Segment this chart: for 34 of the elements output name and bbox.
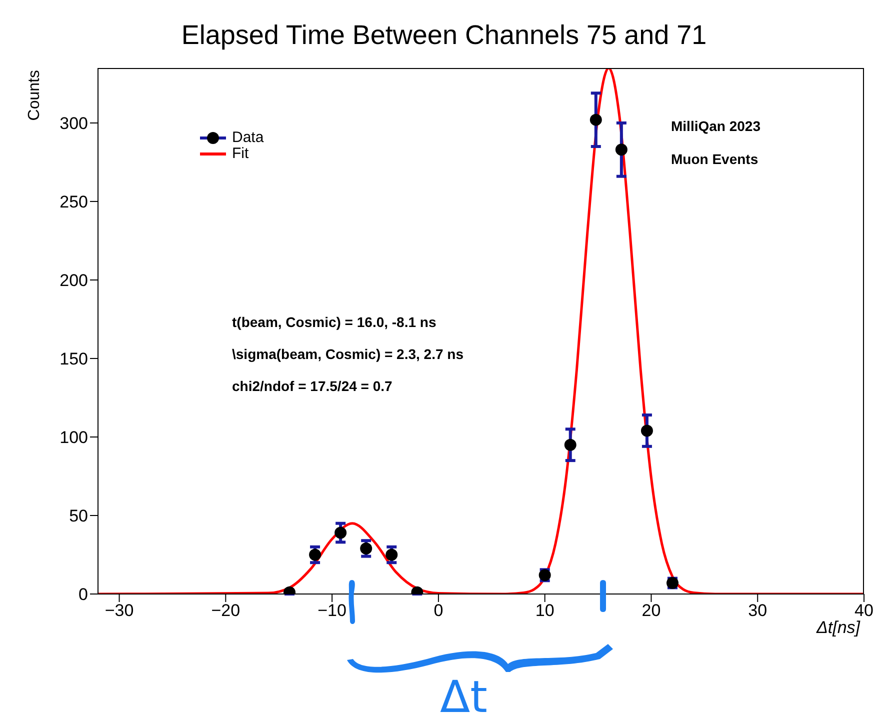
y-axis-title: Counts (26, 70, 44, 121)
x-tick-label: −20 (211, 601, 240, 620)
legend-label: Data (232, 129, 264, 146)
y-tick-label: 200 (60, 271, 88, 290)
x-tick-label: 40 (854, 601, 874, 620)
annotation: chi2/ndof = 17.5/24 = 0.7 (232, 378, 392, 394)
text: Δt (440, 672, 488, 723)
y-tick-label: 100 (60, 428, 88, 448)
y-tick-label: 0 (78, 585, 88, 604)
point (309, 548, 322, 561)
point (360, 542, 372, 554)
annotation: t(beam, Cosmic) = 16.0, -8.1 ns (232, 314, 436, 330)
point (615, 144, 628, 156)
point (386, 548, 398, 561)
legend-label: Fit (232, 145, 249, 162)
annotation: Muon Events (671, 151, 758, 167)
x-tick-label: 30 (748, 601, 768, 620)
y-tick-label: 50 (69, 506, 88, 526)
annotation: \sigma(beam, Cosmic) = 2.3, 2.7 ns (232, 346, 464, 362)
y-tick-label: 250 (60, 192, 88, 212)
point (640, 424, 653, 437)
x-tick-label: 20 (642, 601, 661, 620)
annotation: MilliQan 2023 (671, 118, 760, 134)
point (564, 438, 576, 451)
point (334, 526, 347, 539)
y-tick-label: 300 (60, 114, 88, 133)
x-axis-title: Δt[ns] (816, 618, 860, 638)
x-tick-label: −30 (104, 601, 134, 620)
x-tick-label: 10 (535, 601, 554, 620)
chart-title: Elapsed Time Between Channels 75 and 71 (180, 20, 708, 51)
y-tick-label: 150 (60, 350, 88, 369)
point (590, 114, 602, 126)
x-tick-label: −10 (318, 601, 346, 620)
x-tick-label: 0 (434, 601, 444, 620)
